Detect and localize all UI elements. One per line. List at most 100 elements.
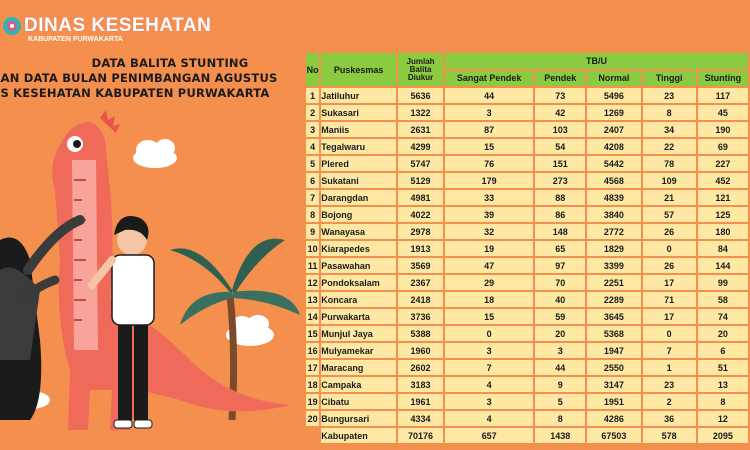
table-row: 12 Pondoksalam 2367 29 70 2251 17 99 [306, 275, 748, 290]
table-cell-s: 99 [697, 275, 748, 290]
table-cell-n: 3645 [587, 309, 641, 324]
table-row: 1 Jatiluhur 5636 44 73 5496 23 117 [306, 88, 748, 103]
table-cell-no: 3 [306, 122, 320, 137]
table-cell-name: Maracang [321, 360, 397, 375]
table-cell-jumlah: 2978 [398, 224, 444, 239]
table-cell-n: 1947 [587, 343, 641, 358]
table-cell-name: Wanayasa [321, 224, 397, 239]
table-cell-sp: 87 [445, 122, 534, 137]
table-cell-n: 1951 [587, 394, 641, 409]
logo-subtitle: KABUPATEN PURWAKARTA [28, 36, 123, 43]
table-cell-blank [306, 428, 319, 443]
table-row: 18 Campaka 3183 4 9 3147 23 13 [306, 377, 748, 392]
table-cell-jumlah: 3569 [398, 258, 444, 273]
table-cell-t: 23 [642, 88, 696, 103]
table-cell-sp: 76 [445, 156, 534, 171]
table-cell-jumlah: 5636 [398, 88, 444, 103]
table-cell-s: 227 [697, 156, 748, 171]
table-cell-name: Sukasari [321, 105, 397, 120]
table-cell-n: 4286 [587, 411, 641, 426]
table-cell-p: 103 [535, 122, 586, 137]
table-cell-sp: 179 [445, 173, 534, 188]
heading-line-2: RKAN DATA BULAN PENIMBANGAN AGUSTUS [0, 71, 278, 85]
table-cell-jumlah: 1913 [398, 241, 444, 256]
table-cell-no: 19 [306, 394, 320, 409]
table-cell-no: 16 [306, 343, 320, 358]
page-heading: DATA BALITA STUNTING RKAN DATA BULAN PEN… [0, 56, 300, 101]
table-cell-p: 273 [535, 173, 586, 188]
table-cell-name: Sukatani [321, 173, 397, 188]
table-cell-p: 42 [535, 105, 586, 120]
table-cell-s: 6 [697, 343, 748, 358]
table-cell-sp: 3 [445, 394, 534, 409]
table-cell-p: 65 [535, 241, 586, 256]
table-cell-no: 4 [306, 139, 320, 154]
table-cell-no: 9 [306, 224, 320, 239]
logo-title: DINAS KESEHATAN [24, 15, 212, 36]
table-row: 6 Sukatani 5129 179 273 4568 109 452 [306, 173, 748, 188]
table-cell-t: 26 [642, 224, 696, 239]
table-cell-t: 17 [642, 309, 696, 324]
table-cell-t: 17 [642, 275, 696, 290]
table-cell-no: 15 [306, 326, 320, 341]
table-cell-name: Munjul Jaya [321, 326, 397, 341]
stunting-illustration [0, 110, 300, 430]
table-cell-sp: 33 [445, 190, 534, 205]
table-total-s: 2095 [697, 428, 748, 443]
table-cell-s: 125 [697, 207, 748, 222]
col-header-stunting: Stunting [697, 70, 748, 86]
table-row: 9 Wanayasa 2978 32 148 2772 26 180 [306, 224, 748, 239]
table-cell-t: 8 [642, 105, 696, 120]
table-cell-p: 3 [535, 343, 586, 358]
table-cell-n: 5368 [587, 326, 641, 341]
table-row: 5 Plered 5747 76 151 5442 78 227 [306, 156, 748, 171]
table-cell-no: 20 [306, 411, 320, 426]
table-cell-no: 14 [306, 309, 320, 324]
child-figure-icon [88, 216, 155, 429]
table-cell-p: 70 [535, 275, 586, 290]
table-cell-no: 7 [306, 190, 320, 205]
col-header-puskesmas: Puskesmas [321, 53, 397, 86]
table-cell-t: 57 [642, 207, 696, 222]
table-cell-jumlah: 3183 [398, 377, 444, 392]
table-cell-s: 121 [697, 190, 748, 205]
table-cell-no: 5 [306, 156, 320, 171]
table-cell-p: 97 [535, 258, 586, 273]
table-cell-p: 59 [535, 309, 586, 324]
table-cell-sp: 3 [445, 343, 534, 358]
table-cell-t: 7 [642, 343, 696, 358]
table-cell-s: 20 [697, 326, 748, 341]
table-cell-name: Pasawahan [321, 258, 397, 273]
table-cell-no: 2 [306, 105, 320, 120]
table-cell-sp: 4 [445, 377, 534, 392]
table-cell-sp: 44 [445, 88, 534, 103]
table-row: 14 Purwakarta 3736 15 59 3645 17 74 [306, 309, 748, 324]
col-header-sangat-pendek: Sangat Pendek [445, 70, 534, 86]
col-header-jumlah: Jumlah Balita Diukur [398, 53, 444, 86]
table-cell-no: 1 [306, 88, 320, 103]
table-cell-jumlah: 4981 [398, 190, 444, 205]
table-cell-no: 13 [306, 292, 320, 307]
table-cell-t: 21 [642, 190, 696, 205]
table-cell-t: 1 [642, 360, 696, 375]
table-cell-no: 10 [306, 241, 320, 256]
table-cell-s: 180 [697, 224, 748, 239]
table-cell-jumlah: 2418 [398, 292, 444, 307]
table-subheader-row: Sangat Pendek Pendek Normal Tinggi Stunt… [306, 70, 748, 86]
table-cell-p: 151 [535, 156, 586, 171]
table-total-n: 67503 [587, 428, 641, 443]
table-cell-jumlah: 2602 [398, 360, 444, 375]
table-row: 10 Kiarapedes 1913 19 65 1829 0 84 [306, 241, 748, 256]
table-cell-name: Tegalwaru [321, 139, 397, 154]
table-cell-name: Pondoksalam [321, 275, 397, 290]
heading-line-1: DATA BALITA STUNTING [91, 56, 249, 70]
table-cell-p: 54 [535, 139, 586, 154]
table-cell-jumlah: 3736 [398, 309, 444, 324]
table-cell-t: 71 [642, 292, 696, 307]
table-cell-p: 73 [535, 88, 586, 103]
table-cell-jumlah: 4299 [398, 139, 444, 154]
table-cell-no: 6 [306, 173, 320, 188]
table-row: 4 Tegalwaru 4299 15 54 4208 22 69 [306, 139, 748, 154]
table-cell-no: 12 [306, 275, 320, 290]
table-cell-n: 5442 [587, 156, 641, 171]
